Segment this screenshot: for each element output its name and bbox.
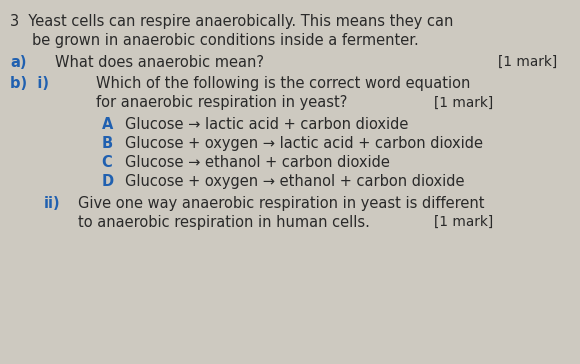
Text: Glucose + oxygen → ethanol + carbon dioxide: Glucose + oxygen → ethanol + carbon diox… xyxy=(125,174,464,189)
Text: Glucose → ethanol + carbon dioxide: Glucose → ethanol + carbon dioxide xyxy=(125,155,390,170)
Text: D: D xyxy=(102,174,114,189)
Text: be grown in anaerobic conditions inside a fermenter.: be grown in anaerobic conditions inside … xyxy=(32,33,419,48)
Text: [1 mark]: [1 mark] xyxy=(434,95,493,109)
Text: What does anaerobic mean?: What does anaerobic mean? xyxy=(55,55,264,70)
Text: A: A xyxy=(102,117,113,132)
Text: Which of the following is the correct word equation: Which of the following is the correct wo… xyxy=(96,76,470,91)
Text: B: B xyxy=(102,136,113,151)
Text: b)  i): b) i) xyxy=(10,76,49,91)
Text: ii): ii) xyxy=(44,196,60,211)
Text: C: C xyxy=(102,155,113,170)
Text: Glucose + oxygen → lactic acid + carbon dioxide: Glucose + oxygen → lactic acid + carbon … xyxy=(125,136,483,151)
Text: for anaerobic respiration in yeast?: for anaerobic respiration in yeast? xyxy=(96,95,347,110)
Text: Glucose → lactic acid + carbon dioxide: Glucose → lactic acid + carbon dioxide xyxy=(125,117,408,132)
Text: 3  Yeast cells can respire anaerobically. This means they can: 3 Yeast cells can respire anaerobically.… xyxy=(10,14,454,29)
Text: a): a) xyxy=(10,55,27,70)
Text: to anaerobic respiration in human cells.: to anaerobic respiration in human cells. xyxy=(78,215,370,230)
Text: Give one way anaerobic respiration in yeast is different: Give one way anaerobic respiration in ye… xyxy=(78,196,485,211)
Text: [1 mark]: [1 mark] xyxy=(434,215,493,229)
Text: [1 mark]: [1 mark] xyxy=(498,55,557,68)
